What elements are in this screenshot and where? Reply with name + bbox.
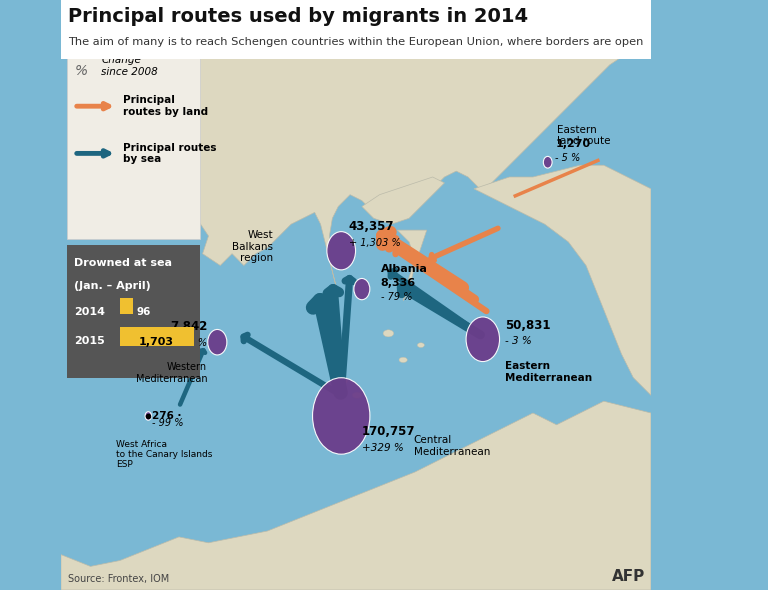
Ellipse shape [327, 232, 356, 270]
Text: 1,270: 1,270 [555, 139, 591, 149]
Text: The aim of many is to reach Schengen countries within the European Union, where : The aim of many is to reach Schengen cou… [68, 37, 644, 47]
Ellipse shape [543, 156, 552, 168]
Text: (Jan. – April): (Jan. – April) [74, 281, 151, 291]
Text: 8,336: 8,336 [381, 278, 415, 288]
FancyBboxPatch shape [67, 245, 200, 378]
Text: 170,757: 170,757 [362, 425, 415, 438]
Text: Migrants in 2014: Migrants in 2014 [102, 32, 190, 41]
Text: Eastern
Mediterranean: Eastern Mediterranean [505, 361, 592, 383]
Text: - 3 %: - 3 % [505, 336, 531, 346]
Text: 96: 96 [137, 307, 151, 317]
FancyBboxPatch shape [120, 327, 194, 346]
Text: 50,831: 50,831 [505, 319, 550, 332]
Text: 2014: 2014 [74, 307, 105, 317]
FancyBboxPatch shape [120, 298, 133, 314]
Polygon shape [474, 165, 651, 395]
Ellipse shape [354, 278, 370, 300]
Text: AFP: AFP [612, 569, 645, 584]
Ellipse shape [335, 376, 348, 385]
Ellipse shape [417, 343, 425, 348]
Text: Principal
routes by land: Principal routes by land [123, 96, 208, 117]
Text: Western
Mediterranean: Western Mediterranean [136, 362, 207, 384]
Text: Eastern
land route: Eastern land route [557, 124, 610, 146]
Text: + 1,303 %: + 1,303 % [349, 238, 401, 248]
Text: 7,842: 7,842 [170, 320, 207, 333]
Ellipse shape [145, 412, 151, 420]
Text: Principal routes
by sea: Principal routes by sea [123, 143, 217, 164]
Text: 2015: 2015 [74, 336, 104, 346]
Text: 1,703: 1,703 [139, 337, 174, 348]
Ellipse shape [208, 329, 227, 355]
Ellipse shape [313, 378, 370, 454]
Polygon shape [61, 401, 651, 590]
Text: West
Balkans
region: West Balkans region [233, 230, 273, 263]
Text: +329 %: +329 % [362, 443, 404, 453]
Polygon shape [61, 0, 651, 384]
Ellipse shape [74, 22, 92, 51]
Text: Change
since 2008: Change since 2008 [101, 55, 158, 77]
Text: Principal routes used by migrants in 2014: Principal routes used by migrants in 201… [68, 7, 528, 26]
Text: Central
Mediterranean: Central Mediterranean [414, 435, 490, 457]
Text: 43,357: 43,357 [349, 220, 395, 233]
Text: + 21 %: + 21 % [171, 338, 207, 348]
Text: - 5 %: - 5 % [555, 153, 581, 163]
Text: 276 ·: 276 · [152, 411, 182, 421]
Text: West Africa
to the Canary Islands
ESP: West Africa to the Canary Islands ESP [116, 440, 212, 470]
Text: - 79 %: - 79 % [381, 292, 412, 302]
Polygon shape [397, 230, 427, 301]
Text: %: % [75, 64, 88, 78]
Ellipse shape [383, 330, 394, 337]
Polygon shape [362, 177, 445, 224]
Text: - 99 %: - 99 % [152, 418, 184, 428]
Ellipse shape [466, 317, 499, 362]
Ellipse shape [353, 392, 362, 398]
FancyBboxPatch shape [67, 12, 200, 239]
FancyBboxPatch shape [61, 0, 651, 59]
Text: Albania: Albania [381, 264, 428, 274]
Text: Source: Frontex, IOM: Source: Frontex, IOM [68, 574, 169, 584]
Text: Drowned at sea: Drowned at sea [74, 258, 172, 268]
Ellipse shape [399, 358, 407, 362]
